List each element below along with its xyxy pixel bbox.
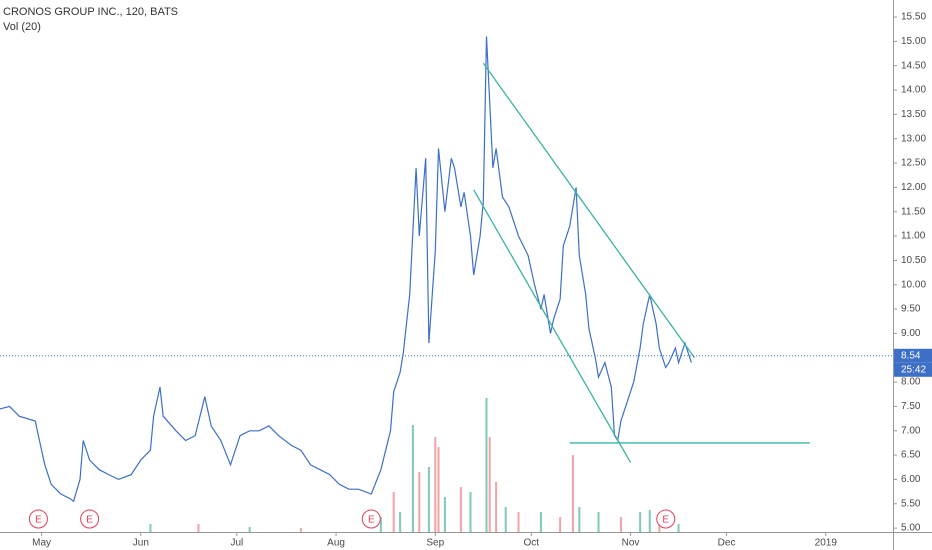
y-tick-label: 9.50 <box>901 304 921 315</box>
y-tick-label: 8.00 <box>901 377 921 388</box>
x-tick-label: 2019 <box>815 538 838 549</box>
volume-bar <box>539 512 542 532</box>
y-tick-label: 13.00 <box>901 133 926 144</box>
volume-bar <box>437 447 440 532</box>
y-tick-label: 9.00 <box>901 328 921 339</box>
earnings-label: E <box>86 515 93 526</box>
x-tick-label: Sep <box>426 538 444 549</box>
earnings-marker <box>656 509 676 529</box>
countdown-label: 25:42 <box>901 364 926 375</box>
volume-bar <box>443 497 446 532</box>
volume-bar <box>418 472 421 532</box>
y-tick-label: 14.50 <box>901 60 926 71</box>
earnings-label: E <box>368 515 375 526</box>
volume-bar <box>459 487 462 532</box>
earnings-label: E <box>662 515 669 526</box>
x-tick-label: May <box>32 538 51 549</box>
volume-bar <box>648 510 651 532</box>
y-tick-label: 12.00 <box>901 182 926 193</box>
volume-bar <box>427 467 430 532</box>
volume-bar <box>517 512 520 532</box>
y-tick-label: 5.00 <box>901 523 921 534</box>
volume-bar <box>571 455 574 532</box>
volume-bar <box>488 437 491 532</box>
volume-bar <box>248 527 251 532</box>
volume-bar <box>149 524 152 532</box>
volume-label: Vol (20) <box>3 21 41 33</box>
x-tick-label: Jun <box>133 538 149 549</box>
price-line <box>0 36 692 503</box>
x-tick-label: Nov <box>622 538 640 549</box>
last-price-label: 8.54 <box>901 350 921 361</box>
y-tick-label: 11.50 <box>901 206 926 217</box>
volume-bar <box>379 517 382 532</box>
volume-bar <box>411 425 414 532</box>
y-tick-label: 15.50 <box>901 12 926 23</box>
volume-bar <box>399 512 402 532</box>
y-tick-label: 12.50 <box>901 158 926 169</box>
y-tick-label: 14.00 <box>901 85 926 96</box>
volume-bar <box>469 492 472 532</box>
volume-bar <box>495 482 498 532</box>
volume-bar <box>434 437 437 532</box>
volume-bar <box>485 398 488 532</box>
earnings-marker <box>361 509 381 529</box>
x-tick-label: Dec <box>718 538 736 549</box>
y-tick-label: 7.00 <box>901 425 921 436</box>
y-tick-label: 15.00 <box>901 36 926 47</box>
x-tick-label: Oct <box>524 538 540 549</box>
volume-bar <box>299 528 302 532</box>
earnings-label: E <box>35 515 42 526</box>
volume-bar <box>559 517 562 532</box>
volume-bar <box>677 524 680 532</box>
volume-bar <box>392 492 395 532</box>
volume-bar <box>578 507 581 532</box>
volume-bar <box>197 524 200 532</box>
y-tick-label: 6.00 <box>901 474 921 485</box>
volume-bar <box>639 512 642 532</box>
volume-bar <box>619 517 622 532</box>
volume-bar <box>597 512 600 532</box>
trend-line <box>473 189 632 463</box>
y-tick-label: 6.50 <box>901 450 921 461</box>
last-price-box <box>894 348 932 363</box>
y-tick-label: 5.50 <box>901 498 921 509</box>
trend-line <box>482 62 696 359</box>
countdown-box <box>894 362 932 377</box>
earnings-marker <box>28 509 48 529</box>
y-tick-label: 13.50 <box>901 109 926 120</box>
y-tick-label: 11.00 <box>901 231 926 242</box>
volume-bar <box>504 507 507 532</box>
earnings-marker <box>80 509 100 529</box>
chart-title: CRONOS GROUP INC., 120, BATS <box>3 6 178 18</box>
y-tick-label: 10.50 <box>901 255 926 266</box>
x-tick-label: Jul <box>230 538 243 549</box>
x-tick-label: Aug <box>327 538 345 549</box>
y-tick-label: 7.50 <box>901 401 921 412</box>
y-tick-label: 10.00 <box>901 279 926 290</box>
